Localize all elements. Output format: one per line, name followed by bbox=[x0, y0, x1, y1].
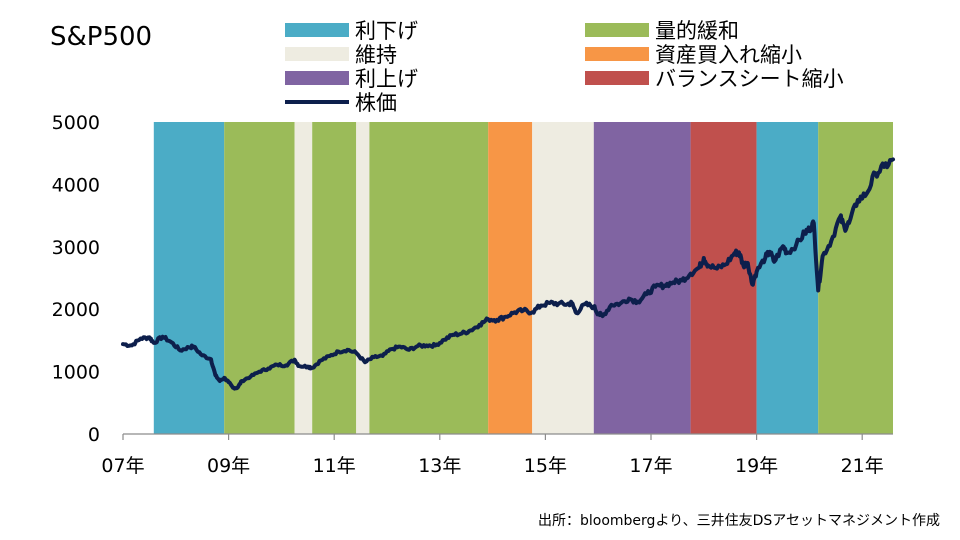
series-layer bbox=[121, 157, 895, 391]
legend-label-taper: 資産買入れ縮小 bbox=[655, 43, 802, 67]
y-tick-label: 1000 bbox=[52, 362, 100, 384]
series-line-price bbox=[121, 157, 895, 391]
x-tick-label: 07年 bbox=[101, 455, 144, 477]
y-tick-label: 0 bbox=[88, 424, 100, 446]
legend-swatch-hold bbox=[285, 47, 349, 61]
regime-bands bbox=[153, 122, 893, 434]
x-tick-label: 11年 bbox=[313, 455, 356, 477]
source-note: 出所：bloombergより、三井住友DSアセットマネジメント作成 bbox=[538, 513, 940, 529]
legend-swatch-taper bbox=[585, 47, 649, 61]
legend-label-hike: 利上げ bbox=[355, 67, 418, 91]
x-tick-label: 09年 bbox=[207, 455, 250, 477]
regime-band-qe bbox=[818, 122, 893, 434]
x-tick-label: 17年 bbox=[629, 455, 672, 477]
legend-label-shrink: バランスシート縮小 bbox=[655, 67, 844, 91]
legend-swatch-shrink bbox=[585, 71, 649, 85]
regime-band-qe bbox=[369, 122, 489, 434]
regime-band-hike bbox=[593, 122, 691, 434]
regime-band-taper bbox=[488, 122, 533, 434]
legend-swatch-cut bbox=[285, 23, 349, 37]
legend-swatch-qe bbox=[585, 23, 649, 37]
regime-band-qe bbox=[224, 122, 295, 434]
regime-band-qe bbox=[312, 122, 357, 434]
regime-band-cut bbox=[756, 122, 819, 434]
x-tick-label: 21年 bbox=[841, 455, 884, 477]
regime-band-hold bbox=[294, 122, 313, 434]
x-axis: 07年 09年 11年 13年 15年 17年 19年 21年 bbox=[101, 433, 893, 477]
legend-label-hold: 維持 bbox=[355, 43, 397, 67]
y-tick-label: 2000 bbox=[52, 299, 100, 321]
y-tick-label: 3000 bbox=[52, 237, 100, 259]
y-tick-label: 4000 bbox=[52, 174, 100, 196]
x-tick-label: 15年 bbox=[524, 455, 567, 477]
legend-swatch-hike bbox=[285, 71, 349, 85]
regime-band-cut bbox=[153, 122, 225, 434]
legend-label-cut: 利下げ bbox=[355, 19, 418, 43]
regime-band-hold bbox=[356, 122, 370, 434]
chart-title: S&P500 bbox=[50, 22, 152, 52]
legend-label-price: 株価 bbox=[355, 91, 397, 115]
y-axis: 0 1000 2000 3000 4000 5000 bbox=[52, 112, 100, 446]
plot-area: 0 1000 2000 3000 4000 5000 07年 09年 11年 13年 15年 17年… bbox=[52, 112, 895, 477]
regime-band-hold bbox=[532, 122, 594, 434]
y-tick-label: 5000 bbox=[52, 112, 100, 134]
legend-label-qe: 量的緩和 bbox=[655, 19, 739, 43]
regime-band-shrink bbox=[690, 122, 757, 434]
x-tick-label: 19年 bbox=[735, 455, 778, 477]
x-tick-label: 13年 bbox=[418, 455, 461, 477]
